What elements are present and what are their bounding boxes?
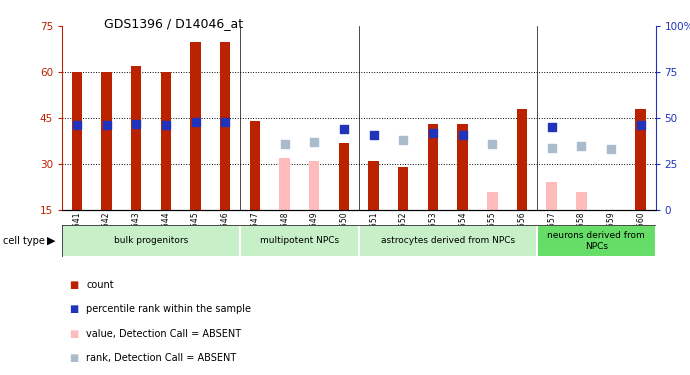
Text: cell type: cell type [3,236,46,246]
Point [606,146,617,152]
Bar [428,124,438,210]
Point [457,132,469,138]
Point [397,137,408,143]
Point [279,141,290,147]
Text: percentile rank within the sample: percentile rank within the sample [86,304,251,314]
Bar [161,72,171,210]
Bar [279,158,290,210]
Point [131,121,142,127]
Point [428,130,439,136]
Text: ▶: ▶ [47,236,55,246]
Point [546,144,558,150]
Point [575,143,586,149]
Text: multipotent NPCs: multipotent NPCs [260,237,339,246]
Bar [62,225,240,257]
Bar [368,161,379,210]
Point [190,119,201,125]
Bar [546,183,557,210]
Bar [487,192,497,210]
Text: ■: ■ [69,304,78,314]
Point [101,123,112,129]
Bar [131,66,141,210]
Bar [359,225,537,257]
Text: ■: ■ [69,280,78,290]
Point [368,132,380,138]
Text: ■: ■ [69,329,78,339]
Point [546,124,558,130]
Point [160,123,171,129]
Text: GDS1396 / D14046_at: GDS1396 / D14046_at [104,17,243,30]
Text: value, Detection Call = ABSENT: value, Detection Call = ABSENT [86,329,241,339]
Text: ■: ■ [69,353,78,363]
Point [220,119,231,125]
Bar [635,109,646,210]
Text: neurons derived from
NPCs: neurons derived from NPCs [547,231,645,251]
Point [72,123,83,129]
Bar [537,225,656,257]
Text: rank, Detection Call = ABSENT: rank, Detection Call = ABSENT [86,353,237,363]
Bar [220,42,230,210]
Bar [240,225,359,257]
Bar [309,161,319,210]
Bar [101,72,112,210]
Bar [250,121,260,210]
Bar [517,109,527,210]
Text: count: count [86,280,114,290]
Bar [398,167,408,210]
Bar [457,124,468,210]
Bar [190,42,201,210]
Bar [339,142,349,210]
Point [339,126,350,132]
Text: astrocytes derived from NPCs: astrocytes derived from NPCs [381,237,515,246]
Point [487,141,498,147]
Bar [576,192,586,210]
Text: bulk progenitors: bulk progenitors [114,237,188,246]
Point [635,123,646,129]
Point [309,139,320,145]
Bar [72,72,82,210]
